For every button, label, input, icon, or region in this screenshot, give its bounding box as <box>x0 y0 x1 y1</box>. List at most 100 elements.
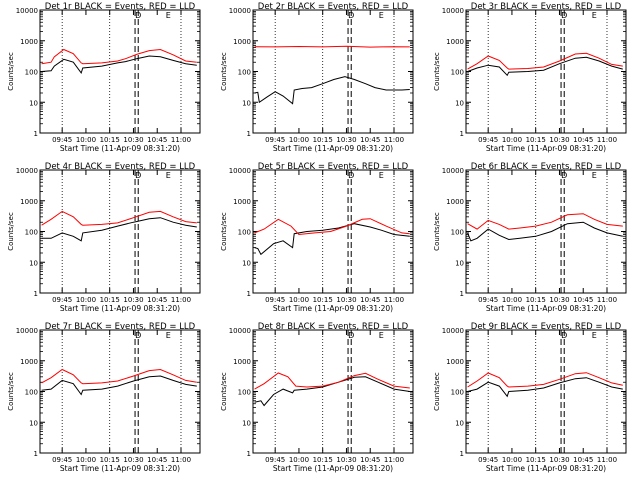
events-series-line <box>467 221 623 242</box>
y-tick-label: 10000 <box>16 327 38 335</box>
x-tick-label: 10:45 <box>360 456 380 464</box>
x-tick-label: 10:15 <box>526 456 546 464</box>
y-tick-label: 1000 <box>446 358 464 366</box>
y-tick-label: 1 <box>460 450 464 458</box>
x-tick-label: 10:00 <box>289 456 309 464</box>
y-tick-label: 10 <box>29 259 38 267</box>
top-marker-label: D <box>348 331 354 340</box>
x-axis-label: Start Time (11-Apr-09 08:31:20) <box>486 464 606 473</box>
chart-title: Det 6r BLACK = Events, RED = LLD <box>471 162 622 172</box>
x-tick-label: 10:30 <box>336 136 356 144</box>
x-tick-label: 11:00 <box>171 296 191 304</box>
plot-frame <box>465 329 627 454</box>
plot-frame <box>252 169 414 294</box>
x-tick-label: 10:45 <box>360 136 380 144</box>
x-tick-label: 09:45 <box>478 296 498 304</box>
y-axis-label: Counts/sec <box>7 212 15 251</box>
x-tick-label: 10:00 <box>502 136 522 144</box>
events-series-line <box>41 55 197 74</box>
x-tick-label: 10:45 <box>573 136 593 144</box>
x-tick-label: 11:00 <box>597 296 617 304</box>
top-marker-label: E <box>379 171 384 180</box>
top-marker-label: D <box>561 11 567 20</box>
plot-frame <box>252 329 414 454</box>
chart-det-8: Det 8r BLACK = Events, RED = LLD 1 10 100 10… <box>220 322 414 473</box>
x-tick-label: 10:30 <box>336 456 356 464</box>
y-tick-label: 1 <box>247 290 251 298</box>
x-axis-label: Start Time (11-Apr-09 08:31:20) <box>486 304 606 313</box>
y-tick-label: 10 <box>242 259 251 267</box>
y-tick-label: 1 <box>34 450 38 458</box>
x-tick-label: 10:45 <box>147 456 167 464</box>
y-axis-label: Counts/sec <box>7 52 15 91</box>
y-tick-label: 1 <box>34 130 38 138</box>
x-tick-label: 10:00 <box>502 456 522 464</box>
chart-title: Det 7r BLACK = Events, RED = LLD <box>45 322 196 332</box>
events-series-line <box>41 217 197 242</box>
y-tick-label: 10000 <box>442 7 464 15</box>
top-marker-label: D <box>135 11 141 20</box>
top-marker-label: E <box>592 331 597 340</box>
x-tick-label: 09:45 <box>52 136 72 144</box>
x-tick-label: 09:45 <box>265 136 285 144</box>
events-series-line <box>467 377 623 398</box>
y-tick-label: 10000 <box>16 167 38 175</box>
y-tick-label: 100 <box>25 389 38 397</box>
x-tick-label: 11:00 <box>384 456 404 464</box>
y-tick-label: 1000 <box>446 38 464 46</box>
top-marker-label: D <box>348 171 354 180</box>
y-tick-label: 10000 <box>442 167 464 175</box>
top-marker-label: D <box>135 331 141 340</box>
top-marker-label: D <box>561 331 567 340</box>
x-tick-label: 10:30 <box>549 456 569 464</box>
chart-title: Det 2r BLACK = Events, RED = LLD <box>258 2 409 12</box>
y-tick-label: 100 <box>451 229 464 237</box>
x-tick-label: 10:15 <box>526 136 546 144</box>
events-series-line <box>41 375 197 396</box>
top-marker-label: D <box>561 171 567 180</box>
y-tick-label: 1000 <box>446 198 464 206</box>
y-tick-label: 10 <box>29 99 38 107</box>
y-axis-label: Counts/sec <box>7 372 15 411</box>
x-tick-label: 10:00 <box>289 296 309 304</box>
x-tick-label: 10:15 <box>526 296 546 304</box>
y-axis-label: Counts/sec <box>433 372 441 411</box>
x-tick-label: 09:45 <box>478 456 498 464</box>
y-axis-label: Counts/sec <box>220 52 228 91</box>
y-tick-label: 100 <box>451 69 464 77</box>
y-tick-label: 1000 <box>20 358 38 366</box>
y-tick-label: 100 <box>238 229 251 237</box>
chart-title: Det 1r BLACK = Events, RED = LLD <box>45 2 196 12</box>
top-marker-label: E <box>379 331 384 340</box>
chart-det-5: Det 5r BLACK = Events, RED = LLD 1 10 100 10… <box>220 162 414 313</box>
y-tick-label: 1000 <box>233 198 251 206</box>
x-tick-label: 11:00 <box>597 456 617 464</box>
chart-det-7: Det 7r BLACK = Events, RED = LLD 1 10 100 10… <box>7 322 201 473</box>
x-axis-label: Start Time (11-Apr-09 08:31:20) <box>273 144 393 153</box>
chart-title: Det 3r BLACK = Events, RED = LLD <box>471 2 622 12</box>
y-axis-label: Counts/sec <box>220 212 228 251</box>
y-tick-label: 1000 <box>233 38 251 46</box>
x-tick-label: 10:30 <box>336 296 356 304</box>
chart-det-9: Det 9r BLACK = Events, RED = LLD 1 10 100 10… <box>433 322 627 473</box>
y-tick-label: 10 <box>242 419 251 427</box>
lld-series-line <box>467 372 623 388</box>
x-tick-label: 10:45 <box>147 296 167 304</box>
chart-det-6: Det 6r BLACK = Events, RED = LLD 1 10 100 10… <box>433 162 627 313</box>
x-tick-label: 10:15 <box>313 136 333 144</box>
chart-title: Det 9r BLACK = Events, RED = LLD <box>471 322 622 332</box>
x-tick-label: 11:00 <box>384 296 404 304</box>
top-marker-label: D <box>135 171 141 180</box>
plot-frame <box>39 169 201 294</box>
x-axis-label: Start Time (11-Apr-09 08:31:20) <box>486 144 606 153</box>
events-series-line <box>467 56 623 77</box>
y-tick-label: 100 <box>238 389 251 397</box>
x-axis-label: Start Time (11-Apr-09 08:31:20) <box>273 464 393 473</box>
x-tick-label: 10:45 <box>147 136 167 144</box>
y-axis-label: Counts/sec <box>433 52 441 91</box>
y-tick-label: 1 <box>247 450 251 458</box>
top-marker-label: E <box>166 171 171 180</box>
y-axis-label: Counts/sec <box>433 212 441 251</box>
lld-series-line <box>254 372 410 390</box>
